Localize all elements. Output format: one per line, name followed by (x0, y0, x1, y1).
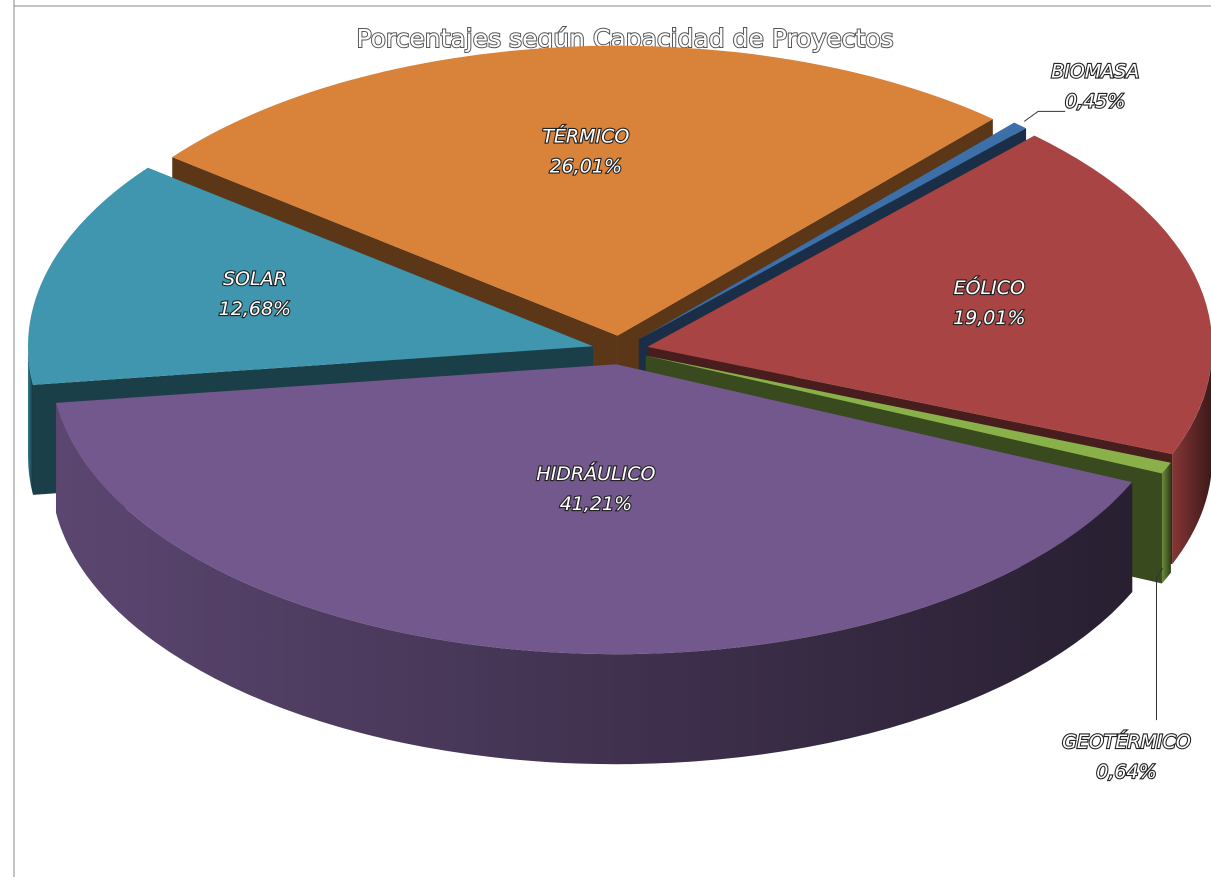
pie-slice (27, 167, 593, 385)
leader-line (1023, 110, 1066, 122)
slice-wall (56, 402, 1133, 765)
chart-title: Porcentajes según Capacidad de Proyectos (356, 24, 893, 53)
pie-slice (645, 355, 1171, 474)
slice-label: GEOTÉRMICO (1062, 730, 1191, 753)
leader-line (1155, 567, 1163, 721)
slice-label: EÓLICO (954, 275, 1025, 299)
pie-slice (638, 122, 1027, 340)
slice-value-label: 26,01% (550, 156, 622, 178)
slice-value-label: 12,68% (219, 298, 291, 320)
slice-value-label: 41,21% (560, 493, 632, 515)
slice-value-label: 19,01% (953, 307, 1025, 329)
slice-label: SOLAR (223, 268, 287, 290)
pie-slice (172, 45, 993, 336)
pie-slice (56, 364, 1133, 655)
slice-wall (1172, 366, 1211, 565)
slice-wall (1161, 462, 1171, 584)
slice-value-label: 0,64% (1096, 761, 1156, 783)
slice-value-label: 0,45% (1065, 90, 1125, 112)
slice-label: HIDRÁULICO (536, 462, 655, 485)
slice-wall (27, 346, 34, 495)
slice-label: BIOMASA (1051, 60, 1139, 82)
slice-label: TÉRMICO (542, 125, 629, 148)
pie-slice (647, 135, 1211, 455)
